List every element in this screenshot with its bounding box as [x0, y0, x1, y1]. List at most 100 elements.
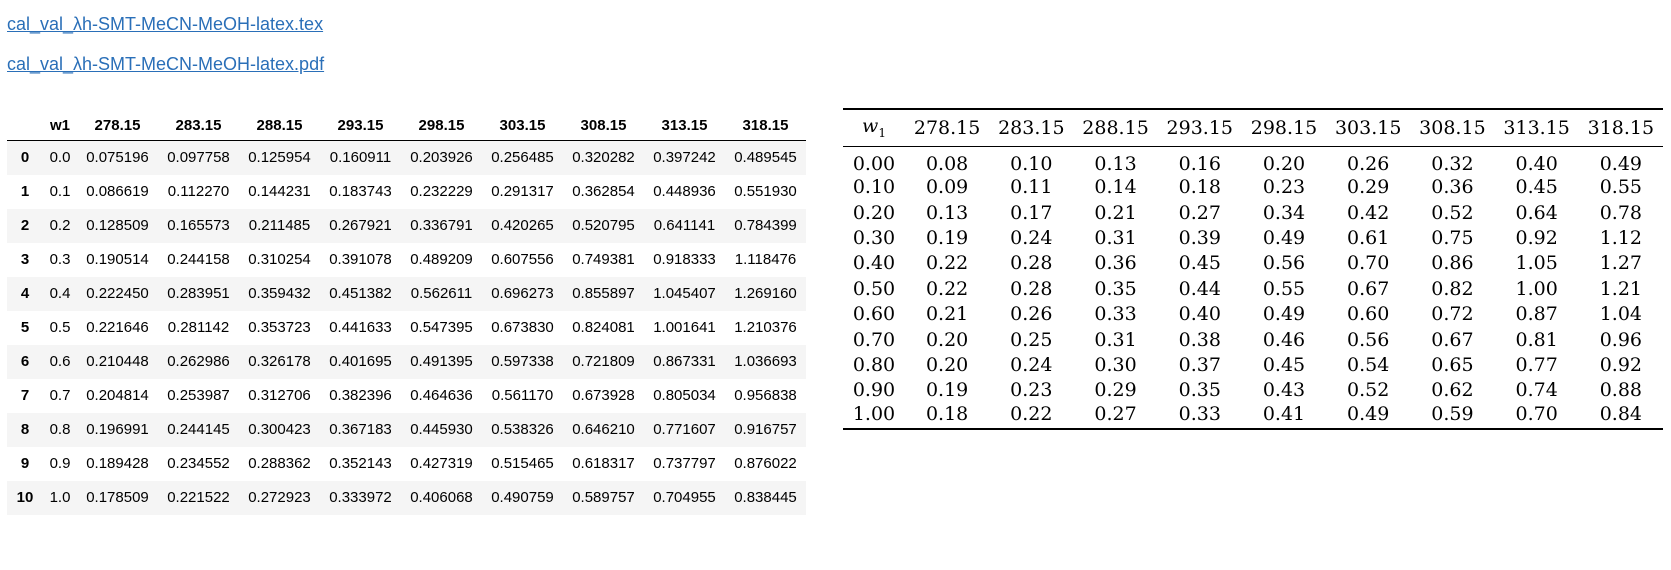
- latex-cell: 0.39: [1178, 226, 1221, 249]
- latex-cell: 0.86: [1431, 252, 1474, 275]
- latex-cell: 0.45: [1262, 353, 1306, 376]
- table-cell: 0.086619: [86, 183, 149, 200]
- row-index: 3: [20, 251, 30, 268]
- latex-cell: 0.22: [925, 252, 969, 275]
- table-cell: 0.520795: [572, 217, 635, 234]
- table-cell: 0.721809: [572, 353, 635, 370]
- latex-cell: 0.36: [1094, 252, 1137, 275]
- latex-cell: 0.31: [1094, 328, 1137, 351]
- table-cell: 0.320282: [572, 149, 635, 167]
- latex-cell: 0.29: [1347, 176, 1390, 199]
- table-cell: 0.221646: [86, 319, 149, 336]
- latex-column-header: 288.15: [1082, 116, 1149, 139]
- table-cell: 0.283951: [167, 285, 230, 302]
- table-cell: 0.362854: [572, 183, 635, 200]
- row-index: 7: [20, 387, 30, 404]
- table-cell: 0.234552: [167, 455, 230, 472]
- latex-w1-cell: 1.00: [852, 403, 896, 426]
- table-row: 8 0.8 0.196991 0.244145 0.300423 0.367183 0.44…: [7, 412, 806, 447]
- table-cell: 0.262986: [167, 353, 230, 370]
- table-cell: 0.210448: [86, 353, 149, 370]
- tex-file-link[interactable]: cal_val_λh-SMT-MeCN-MeOH-latex.tex: [7, 14, 324, 34]
- table-row: 2 0.2 0.128509 0.165573 0.211485 0.267921 0.33…: [7, 208, 806, 243]
- latex-w1-header: w1: [843, 109, 905, 146]
- latex-cell: 0.49: [1599, 152, 1643, 175]
- w1-cell: 0.5: [49, 319, 71, 336]
- index-header: [7, 110, 43, 141]
- latex-cell: 0.49: [1262, 303, 1306, 326]
- w1-cell: 0.7: [49, 387, 71, 404]
- table-row: 5 0.5 0.221646 0.281142 0.353723 0.441633 0.54…: [7, 311, 806, 345]
- table-cell: 0.333972: [329, 489, 392, 506]
- latex-cell: 0.14: [1094, 176, 1137, 199]
- table-cell: 0.696273: [491, 285, 554, 302]
- latex-cell: 0.20: [925, 328, 969, 351]
- latex-cell: 0.21: [925, 303, 969, 326]
- latex-column-header: 313.15: [1503, 116, 1570, 139]
- table-cell: 0.281142: [167, 319, 230, 336]
- table-cell: 0.771607: [653, 421, 716, 438]
- w1-header: w1: [43, 110, 77, 141]
- table-cell: 0.489209: [410, 251, 473, 268]
- table-cell: 0.244145: [167, 421, 230, 438]
- latex-cell: 0.32: [1431, 152, 1474, 175]
- latex-cell: 0.25: [1010, 328, 1053, 351]
- latex-cell: 0.20: [1262, 152, 1306, 175]
- table-cell: 0.144231: [248, 183, 311, 200]
- table-cell: 1.045407: [653, 285, 716, 302]
- latex-cell: 0.59: [1431, 403, 1474, 426]
- table-cell: 1.036693: [734, 353, 797, 370]
- latex-column-header: 298.15: [1250, 116, 1318, 139]
- latex-row: 0.70 0.20 0.25 0.31 0.38 0.46 0.56 0.67 0.81 0.96: [843, 327, 1663, 352]
- w1-cell: 1.0: [49, 489, 71, 506]
- table-cell: 0.353723: [248, 319, 311, 336]
- table-cell: 0.097758: [167, 149, 230, 167]
- latex-cell: 0.35: [1178, 379, 1221, 402]
- column-header: 308.15: [563, 110, 644, 141]
- latex-row: 0.10 0.09 0.11 0.14 0.18 0.23 0.29 0.36 0.45 0.55: [843, 175, 1663, 200]
- latex-w1-cell: 0.40: [852, 252, 896, 275]
- w1-cell: 0.8: [49, 421, 71, 438]
- latex-cell: 0.16: [1178, 152, 1221, 175]
- pdf-file-link[interactable]: cal_val_λh-SMT-MeCN-MeOH-latex.pdf: [7, 54, 325, 74]
- latex-cell: 0.23: [1010, 379, 1053, 402]
- table-row: 0 0.0 0.075196 0.097758 0.125954 0.160911 0.20…: [7, 140, 806, 175]
- table-cell: 0.597338: [491, 353, 554, 370]
- row-index: 1: [20, 183, 30, 200]
- latex-cell: 0.43: [1262, 379, 1306, 402]
- table-cell: 0.178509: [86, 489, 149, 506]
- column-header: 283.15: [158, 110, 239, 141]
- latex-cell: 0.87: [1515, 303, 1558, 326]
- latex-cell: 0.38: [1178, 328, 1221, 351]
- table-cell: 0.222450: [86, 285, 149, 302]
- latex-cell: 0.17: [1010, 201, 1053, 224]
- table-cell: 0.189428: [86, 455, 149, 472]
- latex-w1-symbol: w: [862, 115, 879, 138]
- latex-row: 0.00 0.08 0.10 0.13 0.16 0.20 0.26 0.32 0.40 0.49: [843, 146, 1663, 175]
- latex-cell: 0.35: [1094, 277, 1137, 300]
- table-cell: 0.646210: [572, 421, 635, 438]
- table-cell: 0.490759: [491, 489, 554, 506]
- w1-cell: 0.9: [49, 455, 71, 472]
- table-cell: 0.211485: [248, 217, 311, 234]
- column-header: 318.15: [725, 110, 806, 141]
- latex-cell: 0.24: [1010, 353, 1053, 376]
- latex-column-header: 318.15: [1587, 116, 1655, 139]
- latex-cell: 0.67: [1431, 328, 1474, 351]
- table-cell: 0.359432: [248, 285, 311, 302]
- table-cell: 0.737797: [653, 455, 716, 472]
- row-index: 2: [20, 217, 30, 234]
- latex-w1-subscript: 1: [878, 126, 886, 141]
- latex-cell: 0.33: [1178, 403, 1221, 426]
- latex-cell: 0.74: [1515, 379, 1558, 402]
- table-cell: 0.420265: [491, 217, 554, 234]
- latex-cell: 0.52: [1431, 201, 1474, 224]
- table-cell: 0.288362: [248, 455, 311, 472]
- latex-cell: 0.20: [925, 353, 969, 376]
- table-cell: 0.589757: [572, 489, 635, 506]
- latex-cell: 0.44: [1178, 277, 1221, 300]
- latex-cell: 0.75: [1431, 226, 1474, 249]
- latex-row: 0.30 0.19 0.24 0.31 0.39 0.49 0.61 0.75 0.92 1.12: [843, 225, 1663, 250]
- table-cell: 1.269160: [734, 285, 797, 302]
- latex-row: 0.40 0.22 0.28 0.36 0.45 0.56 0.70 0.86 1.05 1.27: [843, 251, 1663, 276]
